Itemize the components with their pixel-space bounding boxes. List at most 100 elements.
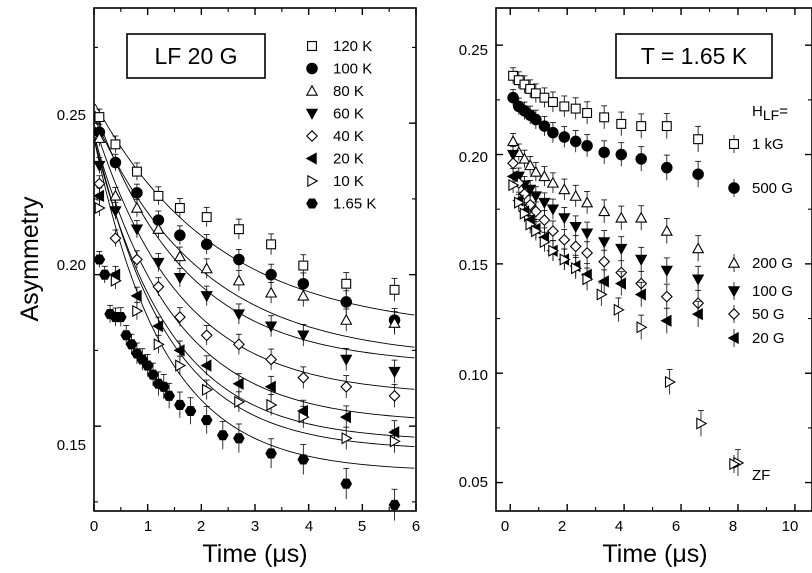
- data-point: [173, 344, 185, 357]
- left-xtick-label-1: 1: [144, 518, 152, 535]
- data-point: [173, 272, 187, 285]
- data-point: [216, 430, 229, 441]
- data-point: [539, 235, 551, 249]
- data-point: [340, 354, 353, 366]
- legend-label: 80 K: [333, 83, 364, 100]
- data-point: [131, 187, 143, 199]
- right-ytick-label-4: 0.25: [459, 42, 488, 59]
- legend-label: 200 G: [752, 255, 793, 272]
- data-point: [693, 134, 704, 145]
- data-point: [524, 159, 537, 171]
- legend-item-zf: ZF: [729, 455, 770, 484]
- left-axis-ticks: [93, 8, 417, 511]
- legend-label: 120 K: [333, 38, 372, 55]
- data-point: [93, 131, 106, 144]
- right-xtick-label-3: 6: [672, 518, 680, 535]
- data-point: [174, 229, 186, 242]
- data-point: [130, 224, 144, 236]
- data-point: [569, 189, 582, 201]
- data-point: [635, 211, 648, 223]
- data-point: [634, 288, 646, 301]
- legend-marker: [729, 139, 739, 149]
- data-point: [264, 380, 276, 393]
- left-title-box: [126, 33, 266, 79]
- data-point: [173, 250, 187, 262]
- data-point: [529, 165, 542, 177]
- data-point: [531, 224, 543, 238]
- data-point: [660, 265, 673, 277]
- data-point: [598, 205, 611, 217]
- data-points: [506, 67, 745, 477]
- data-point: [98, 269, 111, 280]
- legend-marker: [727, 256, 741, 268]
- fit-curve-120-k: [94, 103, 415, 316]
- data-point: [507, 157, 520, 170]
- data-point: [514, 196, 526, 209]
- data-point: [153, 338, 165, 351]
- data-point: [525, 218, 537, 231]
- data-point: [598, 237, 611, 249]
- legend-marker: [305, 152, 317, 165]
- data-point: [389, 435, 401, 448]
- data-point: [298, 410, 310, 424]
- data-point: [547, 97, 558, 108]
- data-point: [581, 246, 594, 259]
- data-point: [298, 260, 309, 271]
- data-point: [580, 196, 594, 208]
- left-x-axis-title: Time (μs): [202, 540, 307, 568]
- data-point: [266, 398, 278, 412]
- legend-label: 20 G: [752, 330, 785, 347]
- legend-marker: [306, 62, 318, 75]
- data-point: [660, 314, 672, 327]
- data-point: [173, 311, 186, 324]
- right-series-500-g: [507, 89, 704, 188]
- data-point: [570, 103, 581, 114]
- left-xtick-label-0: 0: [90, 518, 98, 535]
- data-point: [175, 359, 187, 372]
- data-point: [233, 253, 245, 266]
- data-point: [613, 303, 625, 316]
- data-point: [264, 321, 278, 333]
- legend-label: 60 K: [333, 106, 364, 123]
- data-point: [265, 268, 277, 281]
- data-point: [388, 499, 401, 510]
- legend-item-40-k: 40 K: [306, 128, 364, 145]
- legend-label: 50 G: [752, 306, 785, 323]
- data-point: [200, 262, 213, 274]
- legend-item-100-k: 100 K: [306, 61, 372, 78]
- data-point: [130, 253, 143, 266]
- legend-item-50-g: 50 G: [728, 305, 785, 323]
- data-point: [661, 161, 673, 174]
- data-point: [524, 198, 537, 211]
- right-title-text: T = 1.65 K: [641, 43, 748, 69]
- data-point: [265, 353, 278, 366]
- data-point: [109, 206, 122, 218]
- left-xtick-label-5: 5: [358, 518, 366, 535]
- data-point: [530, 88, 541, 99]
- data-point: [598, 255, 611, 268]
- data-point: [340, 380, 353, 393]
- legend-marker: [307, 174, 319, 188]
- data-point: [529, 205, 542, 218]
- data-point: [538, 214, 551, 227]
- data-point: [614, 277, 626, 290]
- data-point: [152, 222, 165, 234]
- right-series-zf: [508, 176, 745, 477]
- data-point: [616, 118, 627, 129]
- data-point: [297, 371, 310, 384]
- legend-item-60-k: 60 K: [305, 106, 364, 123]
- data-point: [596, 288, 608, 301]
- data-point: [691, 308, 703, 321]
- data-point: [232, 338, 245, 351]
- right-series-50-g: [507, 154, 705, 317]
- data-point: [94, 112, 105, 123]
- field-legend-title-sub: LF: [763, 107, 779, 123]
- fit-curve-20-k: [94, 142, 415, 438]
- field-legend-title: HLF=: [752, 103, 788, 123]
- data-point: [636, 121, 647, 132]
- right-legend: 1 kG 500 G 200 G 100 G 50 G 20 G ZF: [727, 135, 793, 484]
- left-series-120-k: [94, 108, 400, 302]
- data-point: [598, 146, 610, 159]
- right-xtick-label-4: 8: [729, 518, 737, 535]
